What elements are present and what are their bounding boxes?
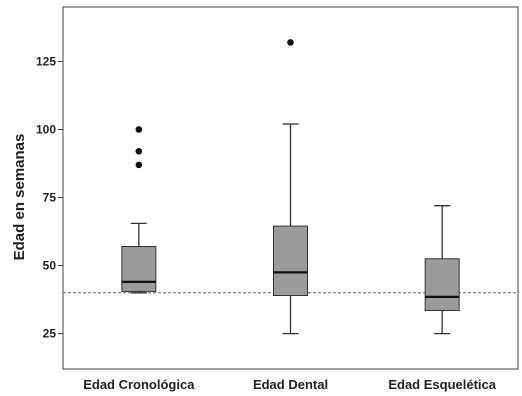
outlier-point bbox=[135, 147, 143, 155]
y-axis-ticks: 25 50 75 100 125 bbox=[36, 54, 63, 341]
category-labels: Edad Cronológica Edad Dental Edad Esquelét… bbox=[83, 377, 497, 392]
box-2 bbox=[273, 39, 308, 335]
box-iqr bbox=[121, 246, 157, 292]
y-tick-label: 25 bbox=[43, 327, 57, 341]
box-iqr bbox=[273, 225, 308, 297]
outlier-point bbox=[135, 161, 143, 169]
boxes-group bbox=[121, 39, 460, 335]
y-tick-label: 75 bbox=[43, 191, 57, 205]
y-tick-label: 100 bbox=[36, 122, 56, 136]
x-category-label: Edad Dental bbox=[253, 377, 328, 392]
plot-frame bbox=[62, 6, 519, 370]
x-category-label: Edad Esquelética bbox=[388, 377, 496, 392]
x-category-label: Edad Cronológica bbox=[83, 377, 195, 392]
outlier-point bbox=[135, 126, 143, 133]
y-axis-title: Edad en semanas bbox=[11, 134, 28, 261]
y-tick-label: 50 bbox=[43, 259, 57, 273]
y-tick-label: 125 bbox=[36, 54, 56, 68]
box-iqr bbox=[424, 258, 460, 311]
box-1 bbox=[121, 126, 157, 294]
outlier-point bbox=[287, 39, 294, 46]
box-3 bbox=[424, 205, 460, 335]
